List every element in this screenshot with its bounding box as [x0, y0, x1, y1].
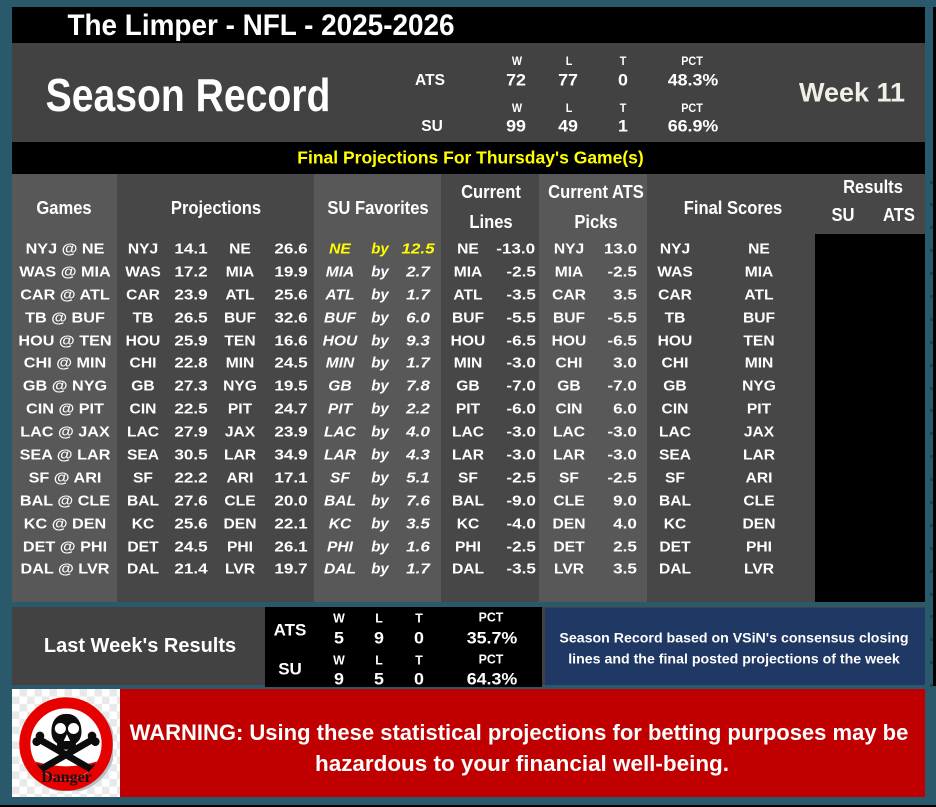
svg-text:Danger: Danger	[41, 769, 92, 786]
